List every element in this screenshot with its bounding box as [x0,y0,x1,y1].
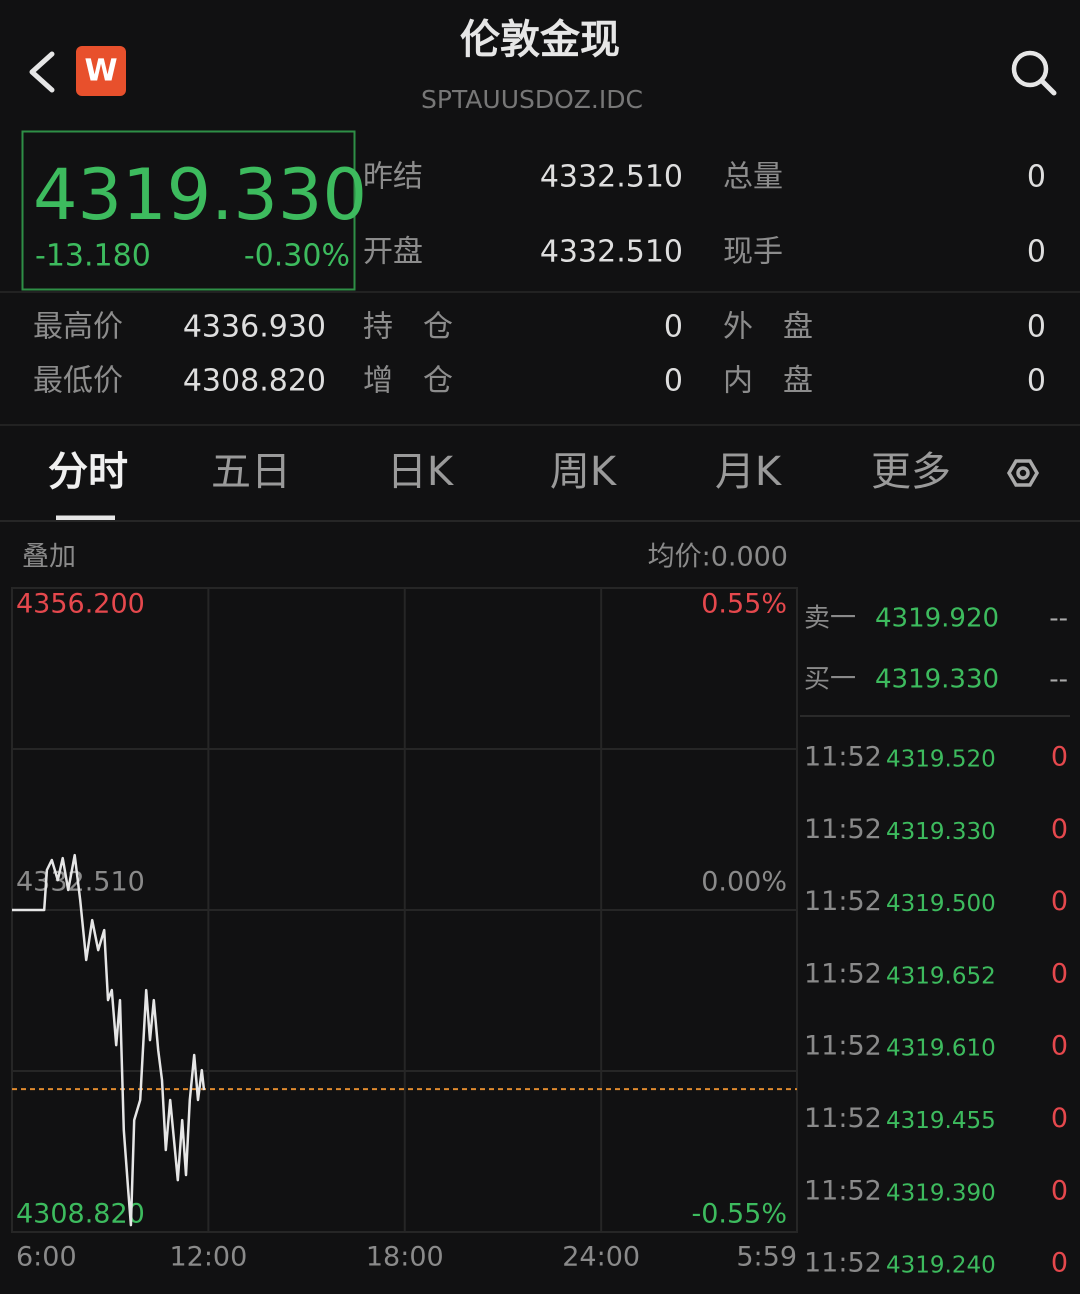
trade-time: 11:52 [804,814,882,845]
stat-label: 内 盘 [723,364,813,399]
order-price: 4319.330 [875,665,999,695]
trade-price: 4319.240 [886,1253,996,1279]
trade-price: 4319.652 [886,963,996,989]
stat-label: 最低价 [33,364,123,399]
subtitle: SPTAUUSDOZ.IDC [421,85,643,114]
trade-time: 11:52 [804,1248,882,1279]
settings-icon-dot [1016,466,1030,480]
search-icon-handle [1039,78,1057,96]
order-label: 卖一 [804,604,856,634]
x-tick-label: 12:00 [169,1242,247,1273]
title: 伦敦金现 [460,17,620,63]
back-button[interactable] [29,51,55,93]
trade-volume: 0 [1051,886,1068,917]
tab[interactable]: 五日 [211,449,291,495]
trade-volume: 0 [1051,814,1068,845]
y-tick-label: 4308.820 [16,1199,145,1230]
trade-volume: 0 [1051,1031,1068,1062]
trade-price: 4319.330 [886,819,996,845]
stat-value: 4308.820 [183,364,326,399]
trade-volume: 0 [1051,1248,1068,1279]
order-label: 买一 [804,665,856,695]
search-button[interactable] [1011,50,1057,96]
trade-price: 4319.500 [886,891,996,917]
trade-volume: 0 [1051,958,1068,989]
trade-price: 4319.520 [886,747,996,773]
stat-label: 总量 [723,160,783,195]
trade-time: 11:52 [804,1031,882,1062]
search-icon [1011,50,1049,88]
trade-price: 4319.455 [886,1108,996,1134]
stat-value: 4332.510 [540,160,683,195]
stat-label: 最高价 [33,310,123,345]
average-price: 均价:0.000 [648,542,788,573]
trade-time: 11:52 [804,958,882,989]
price-change-percent: -0.30% [244,239,350,274]
tab[interactable]: 月K [715,449,783,495]
stat-label: 外 盘 [723,310,813,345]
settings-button[interactable] [1006,459,1040,487]
trade-time: 11:52 [804,742,882,773]
stat-label: 持 仓 [363,310,453,345]
stat-label: 增 仓 [363,364,453,399]
y2-tick-label: -0.55% [691,1199,787,1230]
trade-time: 11:52 [804,886,882,917]
trade-price: 4319.390 [886,1180,996,1206]
trade-price: 4319.610 [886,1036,996,1062]
stat-value: 0 [1027,310,1046,345]
y-tick-label: 4356.200 [16,589,145,620]
price-line [12,853,206,1227]
trade-volume: 0 [1051,1103,1068,1134]
stat-label: 现手 [723,235,783,270]
stat-value: 4336.930 [183,310,326,345]
stat-value: 4332.510 [540,235,683,270]
overlay-button: 叠加 [22,542,76,573]
y2-tick-label: 0.00% [701,867,787,898]
stat-label: 昨结 [363,160,423,195]
trade-volume: 0 [1051,1175,1068,1206]
order-volume: -- [1049,604,1068,634]
trade-time: 11:52 [804,1175,882,1206]
y2-tick-label: 0.55% [701,589,787,620]
price-change: -13.180 [35,239,151,274]
logo [76,46,126,96]
x-tick-label: 5:59 [736,1242,797,1273]
stat-value: 0 [664,310,683,345]
last-price: 4319.330 [33,154,367,236]
tab[interactable]: 日K [387,449,455,495]
order-price: 4319.920 [875,604,999,634]
stat-label: 开盘 [363,235,423,270]
stat-value: 0 [1027,160,1046,195]
tab[interactable]: 更多 [871,449,951,495]
x-tick-label: 18:00 [366,1242,444,1273]
stat-value: 0 [664,364,683,399]
stat-value: 0 [1027,364,1046,399]
order-volume: -- [1049,665,1068,695]
tab[interactable]: 周K [550,449,618,495]
x-tick-label: 24:00 [562,1242,640,1273]
x-tick-label: 6:00 [16,1242,77,1273]
trade-time: 11:52 [804,1103,882,1134]
stat-value: 0 [1027,235,1046,270]
trade-volume: 0 [1051,742,1068,773]
tab[interactable]: 分时 [48,449,128,495]
price-box [21,130,356,291]
logo-text: W [84,54,117,89]
